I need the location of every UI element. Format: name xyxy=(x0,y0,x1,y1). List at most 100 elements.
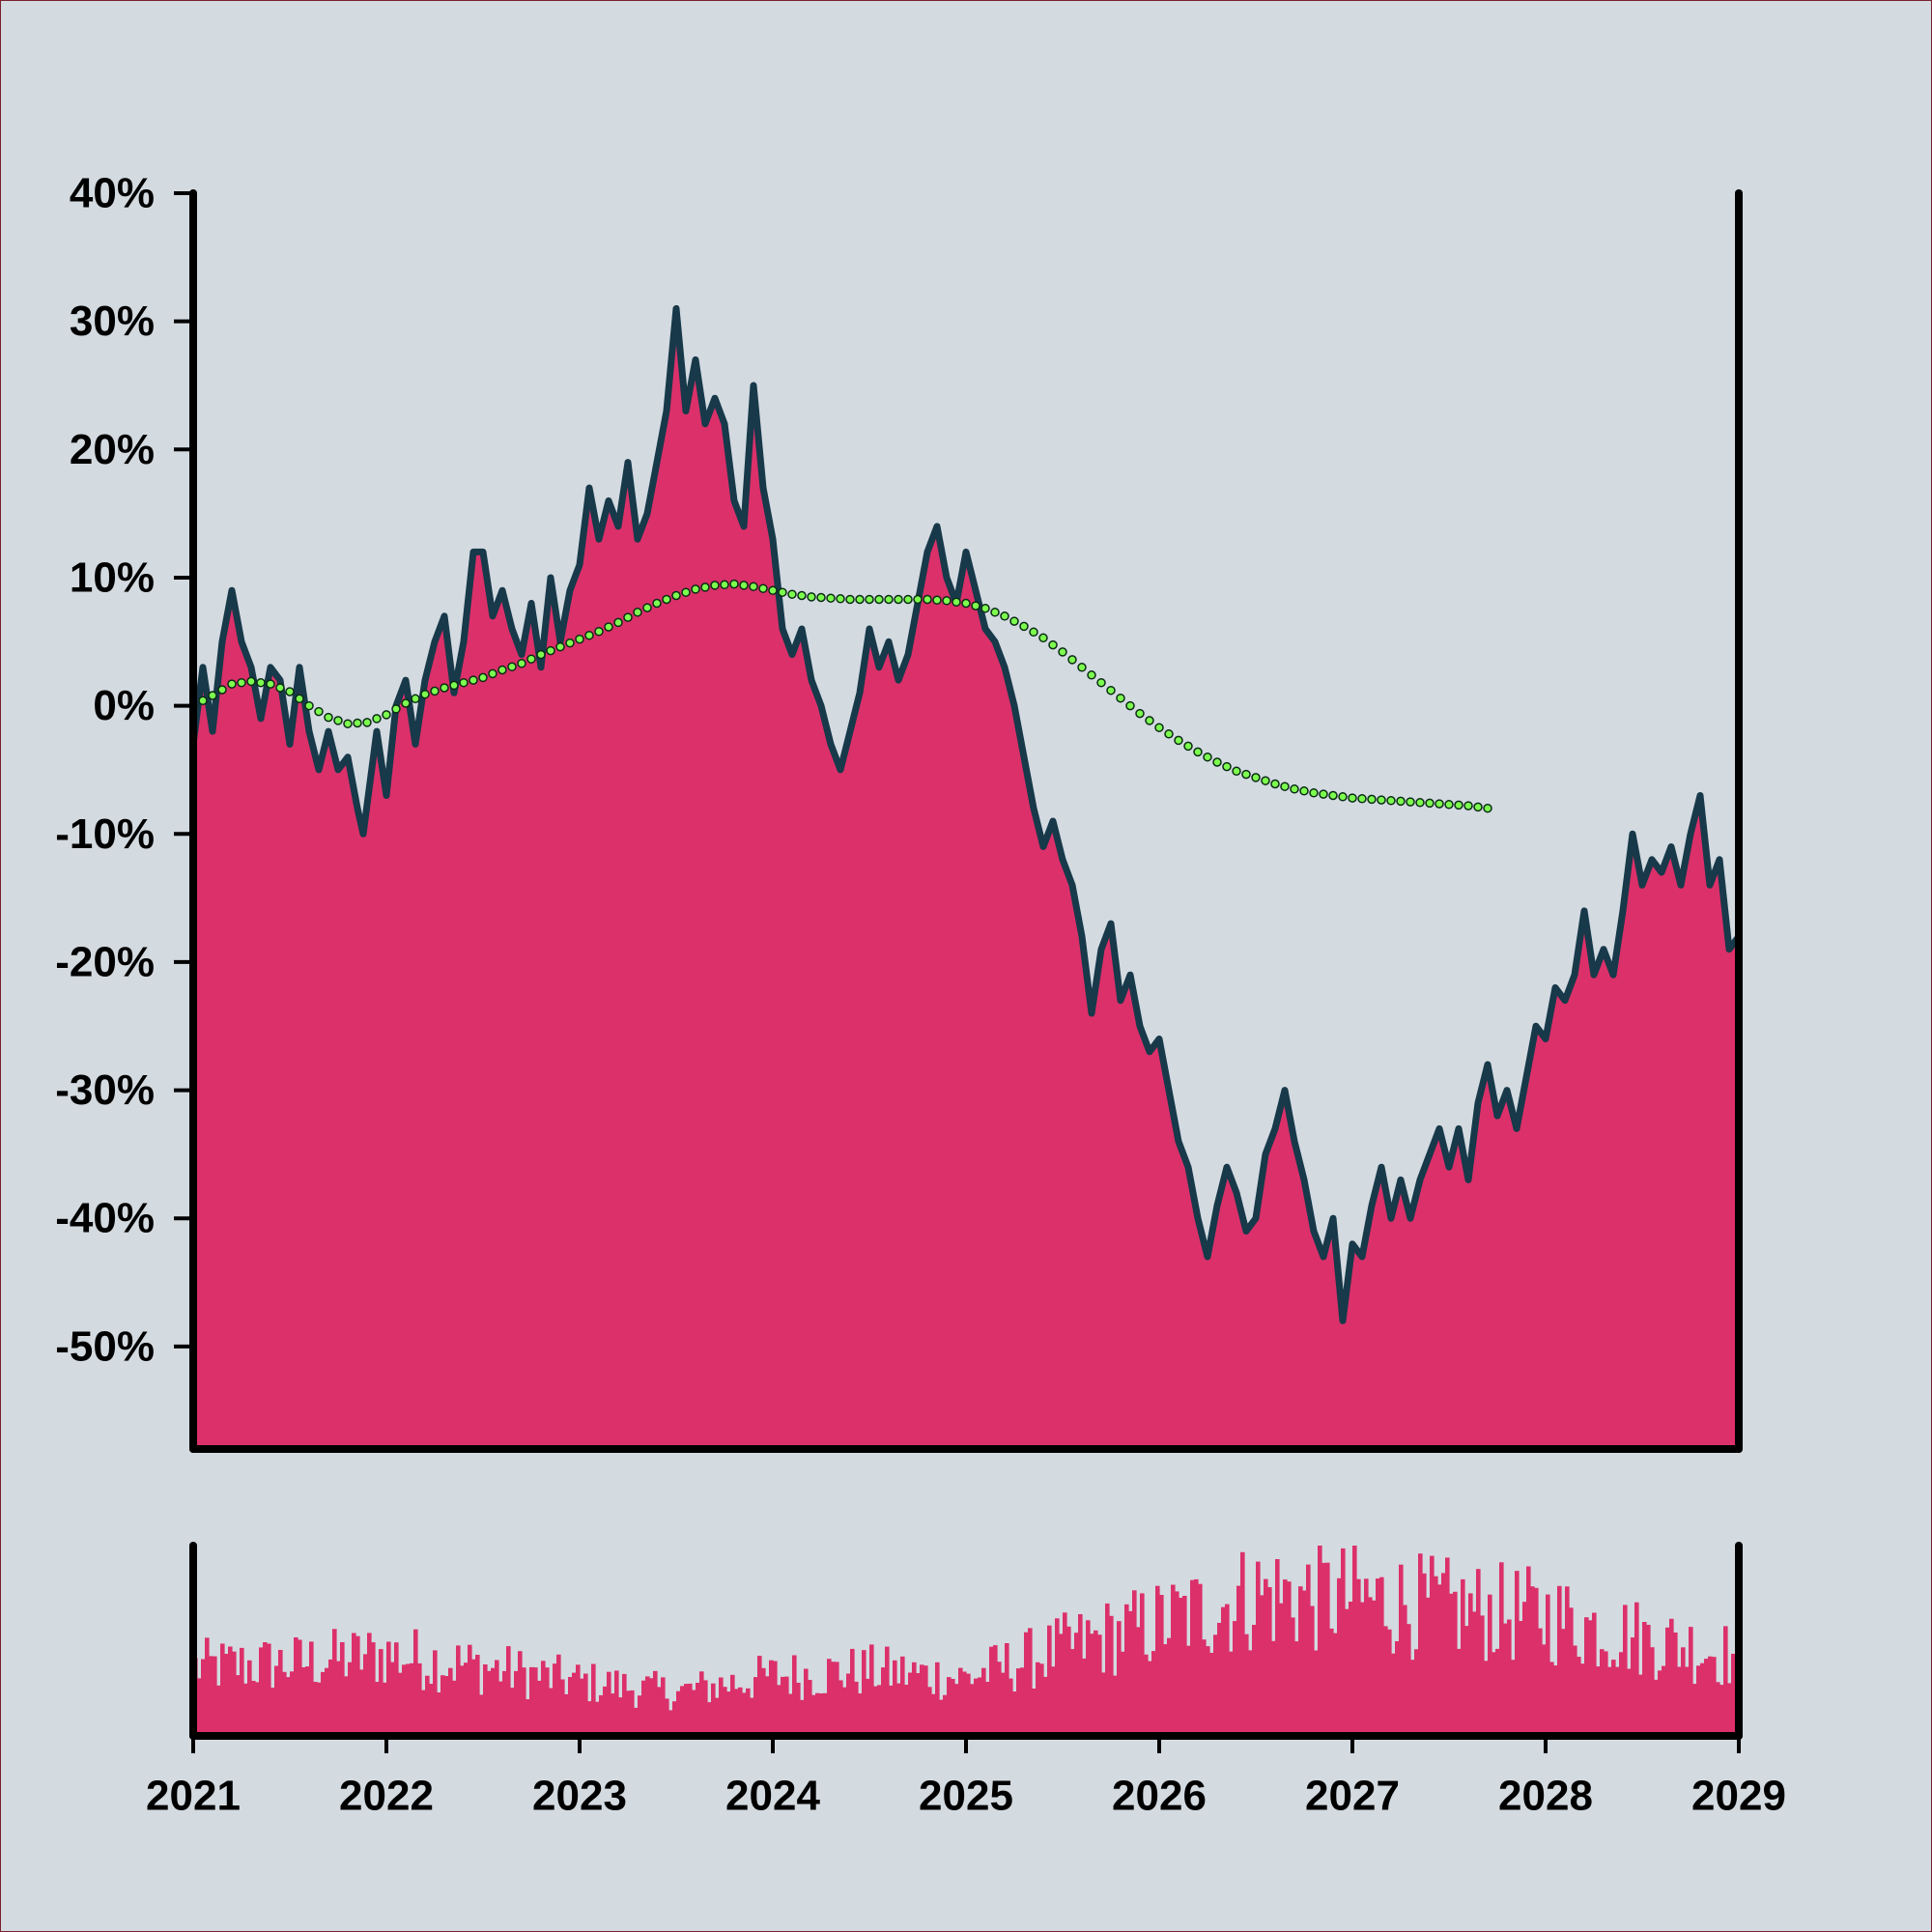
volume-bar xyxy=(912,1662,917,1736)
volume-bar xyxy=(1406,1624,1411,1736)
volume-bar xyxy=(719,1677,724,1736)
trend-point xyxy=(1338,792,1348,802)
volume-bar xyxy=(850,1648,855,1736)
trend-point xyxy=(1077,663,1087,672)
volume-bar xyxy=(216,1685,221,1736)
volume-bar xyxy=(456,1645,461,1736)
volume-bar xyxy=(1727,1683,1732,1736)
trend-point xyxy=(642,603,652,612)
volume-bar xyxy=(846,1673,851,1736)
trend-point xyxy=(1357,794,1367,804)
volume-bar xyxy=(1376,1578,1380,1736)
trend-point xyxy=(304,700,314,711)
trend-point xyxy=(420,689,430,699)
volume-bar xyxy=(1121,1651,1125,1736)
volume-bar xyxy=(205,1637,210,1736)
volume-bar xyxy=(1434,1576,1438,1736)
volume-bar xyxy=(1511,1660,1516,1736)
trend-point xyxy=(237,677,246,688)
volume-bar xyxy=(1190,1579,1195,1736)
trend-point xyxy=(459,677,469,688)
trend-point xyxy=(604,622,613,632)
y-tick-label: -40% xyxy=(55,1195,155,1242)
volume-bar xyxy=(808,1680,812,1736)
volume-bar xyxy=(827,1659,832,1736)
volume-bar xyxy=(1719,1685,1724,1736)
volume-bar xyxy=(305,1666,310,1736)
volume-bar xyxy=(1140,1593,1145,1736)
volume-bar xyxy=(498,1681,503,1736)
volume-bar xyxy=(1136,1627,1141,1736)
trend-point xyxy=(1096,677,1106,688)
volume-bar xyxy=(1036,1662,1040,1736)
trend-point xyxy=(1425,798,1435,809)
volume-bar xyxy=(1484,1661,1489,1736)
volume-bar xyxy=(406,1663,411,1736)
axes-layer: 40% 30% 20% 10% 0% -10% -20% -30% -40% -50% 2021 20… xyxy=(55,170,1786,1820)
trend-point xyxy=(633,608,642,617)
trend-point xyxy=(1367,794,1377,805)
volume-bar xyxy=(711,1683,716,1736)
volume-bar xyxy=(1569,1607,1574,1736)
volume-bar xyxy=(510,1688,515,1736)
volume-bar xyxy=(413,1629,418,1736)
volume-bar xyxy=(383,1682,387,1736)
volume-bar xyxy=(1267,1587,1272,1736)
volume-bar xyxy=(858,1693,863,1736)
volume-bar xyxy=(831,1662,836,1736)
volume-bar xyxy=(1468,1593,1473,1736)
volume-bar xyxy=(939,1699,944,1736)
trend-point xyxy=(1067,655,1077,665)
volume-bar xyxy=(1499,1562,1504,1736)
volume-bar xyxy=(954,1684,959,1736)
volume-bar xyxy=(522,1667,526,1736)
volume-bar xyxy=(908,1672,913,1736)
volume-bar xyxy=(1662,1665,1666,1736)
trend-point xyxy=(739,581,749,590)
trend-point xyxy=(942,596,952,606)
volume-bar xyxy=(1650,1647,1655,1736)
trend-point xyxy=(1000,611,1009,621)
volume-bar xyxy=(1553,1665,1558,1736)
volume-bar xyxy=(1588,1620,1593,1736)
volume-bar xyxy=(526,1699,530,1736)
x-tick-label: 2027 xyxy=(1305,1773,1400,1820)
trend-point xyxy=(1125,700,1135,711)
volume-bar xyxy=(1337,1577,1342,1736)
volume-bar xyxy=(811,1694,816,1736)
volume-bar xyxy=(1024,1632,1029,1736)
volume-bar xyxy=(1414,1649,1419,1736)
volume-bar xyxy=(1063,1612,1067,1736)
volume-bar xyxy=(657,1687,662,1736)
trend-point xyxy=(391,704,401,714)
volume-bar xyxy=(896,1683,901,1736)
volume-bar xyxy=(1403,1605,1407,1736)
trend-point xyxy=(1415,798,1425,808)
volume-bar xyxy=(313,1682,318,1736)
trend-point xyxy=(1435,799,1444,809)
trend-point xyxy=(1299,786,1309,796)
volume-bar xyxy=(1005,1643,1009,1736)
trend-point xyxy=(546,645,555,656)
volume-bar xyxy=(421,1690,426,1736)
trend-point xyxy=(865,594,874,605)
volume-bar xyxy=(665,1698,669,1736)
y-tick-label: -50% xyxy=(55,1322,155,1370)
trend-point xyxy=(990,608,1000,617)
trend-point xyxy=(256,677,266,688)
volume-bar xyxy=(1124,1604,1129,1736)
volume-bar xyxy=(236,1675,241,1736)
volume-bar xyxy=(985,1682,990,1736)
volume-bar xyxy=(1480,1615,1485,1736)
volume-bar xyxy=(796,1683,801,1736)
trend-point xyxy=(1038,633,1048,643)
y-tick-label: 10% xyxy=(70,554,155,601)
volume-bar xyxy=(1503,1623,1508,1736)
volume-bar xyxy=(282,1671,287,1736)
volume-bar xyxy=(1314,1650,1319,1736)
volume-bar xyxy=(1379,1577,1384,1736)
trend-point xyxy=(720,580,729,590)
volume-bar xyxy=(564,1693,569,1736)
